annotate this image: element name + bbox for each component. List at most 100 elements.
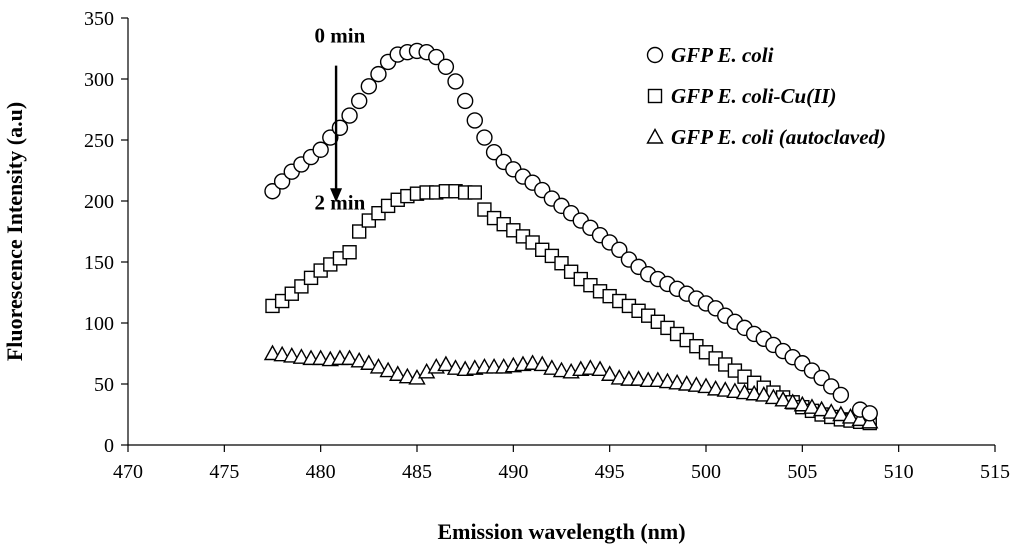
triangle-point: [687, 376, 706, 392]
triangle-point: [523, 354, 542, 370]
triangle-point: [273, 345, 291, 362]
circle-point: [611, 241, 628, 259]
triangle-point: [340, 349, 359, 366]
triangle-point: [668, 373, 686, 390]
circle-point: [351, 92, 368, 110]
x-axis-title: Emission wavelength (nm): [437, 519, 685, 544]
square-point: [352, 224, 367, 239]
legend-label: GFP E. coli: [671, 43, 774, 67]
triangle-point: [379, 361, 397, 378]
x-tick-label: 485: [402, 461, 432, 483]
triangle-point: [735, 383, 754, 400]
triangle-point: [678, 375, 696, 391]
triangle-point: [745, 384, 763, 401]
series-layer: [263, 42, 879, 431]
circle-point: [312, 141, 329, 158]
legend-item: GFP E. coli-Cu(II): [647, 84, 836, 108]
triangle-point: [649, 371, 667, 388]
y-axis-title: Fluorescence Intensity (a.u): [2, 102, 27, 361]
y-tick-label: 50: [94, 374, 114, 396]
x-tick-label: 490: [498, 461, 528, 483]
series-triangle: [263, 344, 879, 429]
triangle-point: [803, 398, 821, 414]
y-tick-label: 150: [84, 252, 114, 274]
legend-square-marker: [647, 88, 663, 104]
circle-point: [456, 92, 474, 110]
triangle-point: [764, 388, 783, 405]
triangle-point: [552, 361, 571, 378]
triangle-point: [629, 370, 648, 386]
series-circle: [264, 42, 878, 422]
circle-point: [861, 405, 878, 422]
axes: [127, 18, 995, 446]
circle-point: [360, 78, 378, 95]
circle-point: [370, 65, 387, 83]
triangle-point: [350, 351, 368, 368]
triangle-point: [389, 365, 407, 381]
triangle-point: [726, 382, 744, 399]
circle-point: [322, 129, 339, 146]
legend-item: GFP E. coli (autoclaved): [646, 125, 886, 149]
legend-triangle-marker: [646, 128, 664, 144]
y-tick-label: 300: [84, 69, 114, 91]
annotation-label: 0 min: [315, 23, 366, 47]
triangle-point: [311, 349, 330, 366]
legend-label: GFP E. coli (autoclaved): [671, 125, 886, 149]
circle-point: [476, 129, 493, 146]
triangle-point: [533, 355, 551, 372]
ticks: 470 475 480 485 490 495 500 505 510 515 0 50 100 150 2…: [84, 8, 1010, 483]
triangle-point: [610, 368, 628, 385]
legend-circle-marker: [646, 46, 664, 64]
legend-label: GFP E. coli-Cu(II): [671, 84, 836, 108]
triangle-point: [543, 359, 561, 375]
x-tick-label: 470: [113, 461, 143, 483]
arrow-head: [330, 188, 343, 203]
square-point: [342, 245, 357, 260]
x-tick-label: 505: [787, 461, 817, 483]
series-square: [265, 184, 877, 431]
legend-item: GFP E. coli: [646, 43, 774, 67]
triangle-point: [369, 357, 388, 374]
annotation-layer: 0 min 2 min: [315, 23, 366, 214]
triangle-point: [697, 377, 715, 394]
square-point: [467, 185, 482, 200]
triangle-point: [292, 348, 311, 364]
legend: GFP E. coli GFP E. coli-Cu(II) GFP E. coli…: [646, 43, 886, 149]
triangle-point: [812, 400, 831, 417]
y-tick-label: 200: [84, 191, 114, 213]
circle-point: [341, 107, 358, 124]
x-tick-label: 480: [306, 461, 336, 483]
circle-point: [331, 119, 349, 137]
y-tick-label: 350: [84, 8, 114, 30]
triangle-point: [658, 372, 677, 389]
triangle-point: [716, 381, 734, 397]
x-tick-label: 515: [980, 461, 1010, 483]
y-tick-label: 250: [84, 130, 114, 152]
circle-point: [832, 386, 850, 404]
x-tick-label: 475: [209, 461, 239, 483]
y-tick-label: 0: [104, 435, 114, 457]
triangle-point: [591, 360, 609, 377]
triangle-point: [706, 379, 725, 396]
triangle-point: [581, 359, 600, 375]
triangle-point: [360, 354, 378, 370]
triangle-point: [822, 403, 840, 419]
triangle-point: [841, 407, 860, 424]
circle-point: [485, 143, 503, 161]
circle-point: [466, 112, 483, 129]
circle-point: [428, 48, 445, 66]
triangle-point: [263, 344, 282, 361]
triangle-point: [398, 367, 417, 384]
circle-point: [447, 73, 464, 90]
x-tick-label: 510: [884, 461, 914, 483]
circle-point: [273, 173, 291, 190]
triangle-point: [755, 386, 773, 402]
triangle-point: [446, 359, 465, 375]
annotation-label: 2 min: [315, 191, 366, 215]
circle-point: [437, 58, 455, 76]
circle-point: [264, 183, 281, 200]
triangle-point: [793, 395, 812, 412]
triangle-point: [784, 393, 802, 409]
x-tick-label: 500: [691, 461, 721, 483]
